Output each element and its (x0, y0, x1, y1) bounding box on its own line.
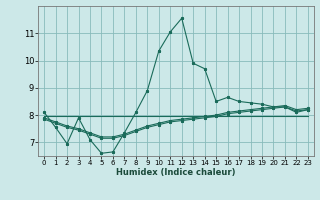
X-axis label: Humidex (Indice chaleur): Humidex (Indice chaleur) (116, 168, 236, 177)
